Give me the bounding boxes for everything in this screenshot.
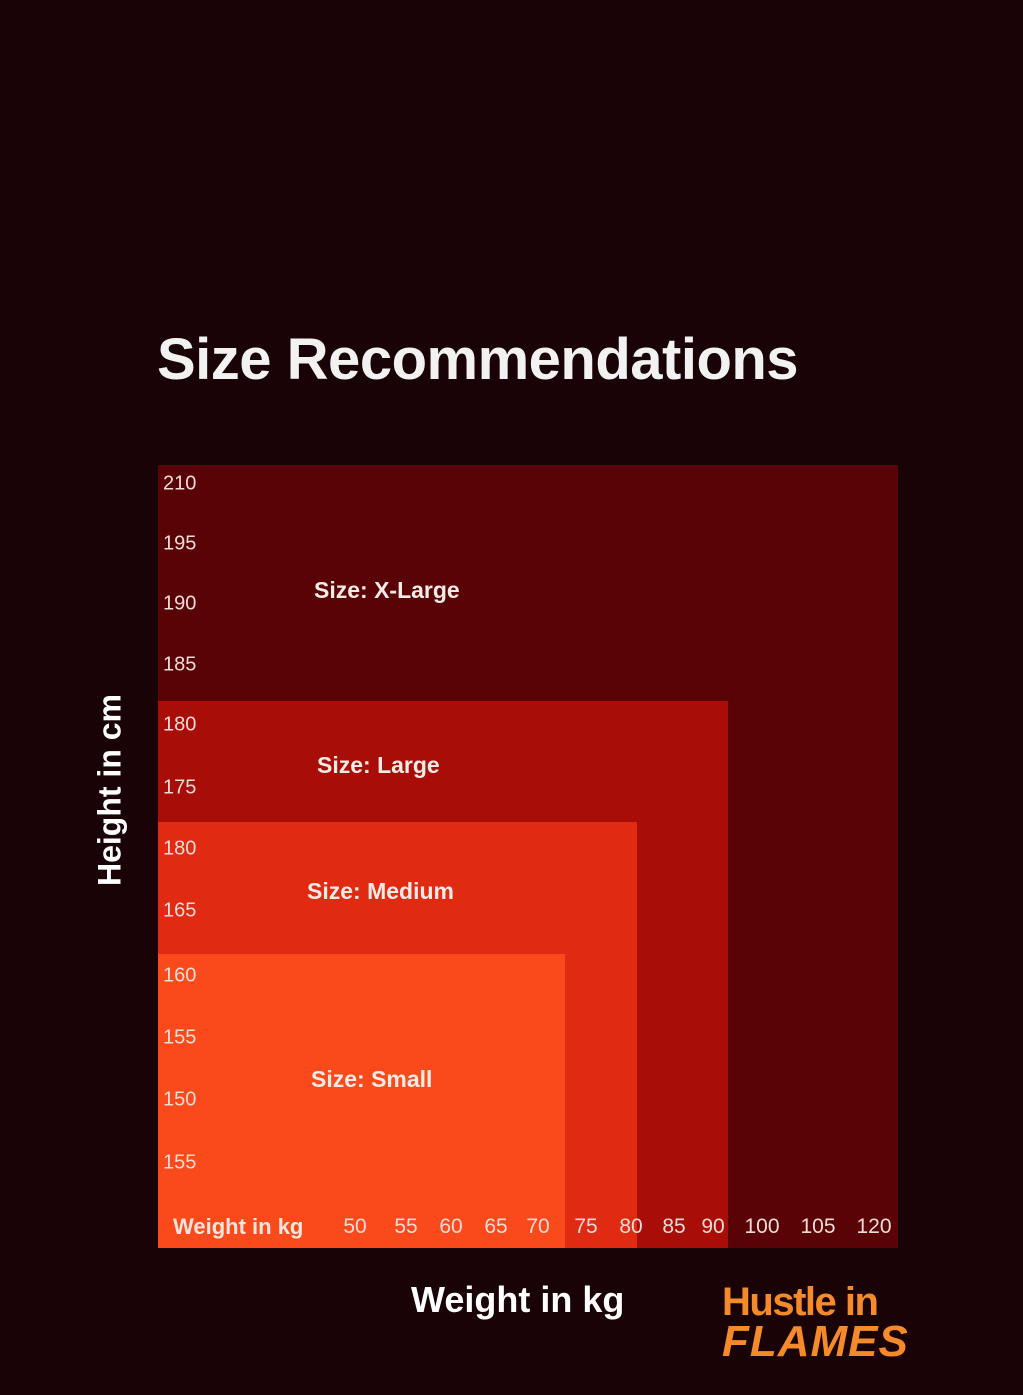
y-tick-label: 150 — [163, 1088, 197, 1111]
y-tick-label: 160 — [163, 964, 197, 987]
y-tick-label: 210 — [163, 472, 197, 495]
x-tick-label: 55 — [394, 1215, 418, 1238]
y-axis-label: Height in cm — [91, 693, 128, 887]
region-label: Size: Small — [311, 1066, 433, 1092]
x-tick-label: 100 — [744, 1215, 780, 1238]
region-label: Size: Medium — [307, 878, 454, 904]
brand-logo: Hustle in FLAMES — [722, 1280, 909, 1366]
y-tick-label: 185 — [163, 653, 197, 676]
chart-title: Size Recommendations — [157, 327, 799, 392]
region-label: Size: X-Large — [314, 577, 460, 603]
x-tick-label: 105 — [800, 1215, 836, 1238]
x-tick-label: 50 — [343, 1215, 367, 1238]
logo-line2: FLAMES — [722, 1317, 909, 1366]
x-tick-label: 75 — [574, 1215, 598, 1238]
y-tick-label: 180 — [163, 837, 197, 860]
x-axis-inline-label: Weight in kg — [173, 1214, 304, 1239]
y-tick-label: 190 — [163, 592, 197, 615]
x-tick-label: 90 — [701, 1215, 725, 1238]
y-tick-label: 165 — [163, 899, 197, 922]
x-tick-label: 65 — [484, 1215, 508, 1238]
y-tick-label: 180 — [163, 713, 197, 736]
size-region-3 — [158, 954, 565, 1248]
x-tick-label: 60 — [439, 1215, 463, 1238]
x-tick-label: 85 — [662, 1215, 686, 1238]
x-axis-label: Weight in kg — [411, 1279, 625, 1320]
x-tick-label: 70 — [526, 1215, 550, 1238]
x-tick-label: 80 — [619, 1215, 643, 1238]
region-label: Size: Large — [317, 752, 440, 778]
y-tick-label: 155 — [163, 1151, 197, 1174]
y-tick-label: 195 — [163, 532, 197, 555]
y-tick-label: 155 — [163, 1026, 197, 1049]
y-tick-label: 175 — [163, 776, 197, 799]
logo-line1: Hustle in — [722, 1280, 879, 1324]
x-tick-label: 120 — [856, 1215, 892, 1238]
